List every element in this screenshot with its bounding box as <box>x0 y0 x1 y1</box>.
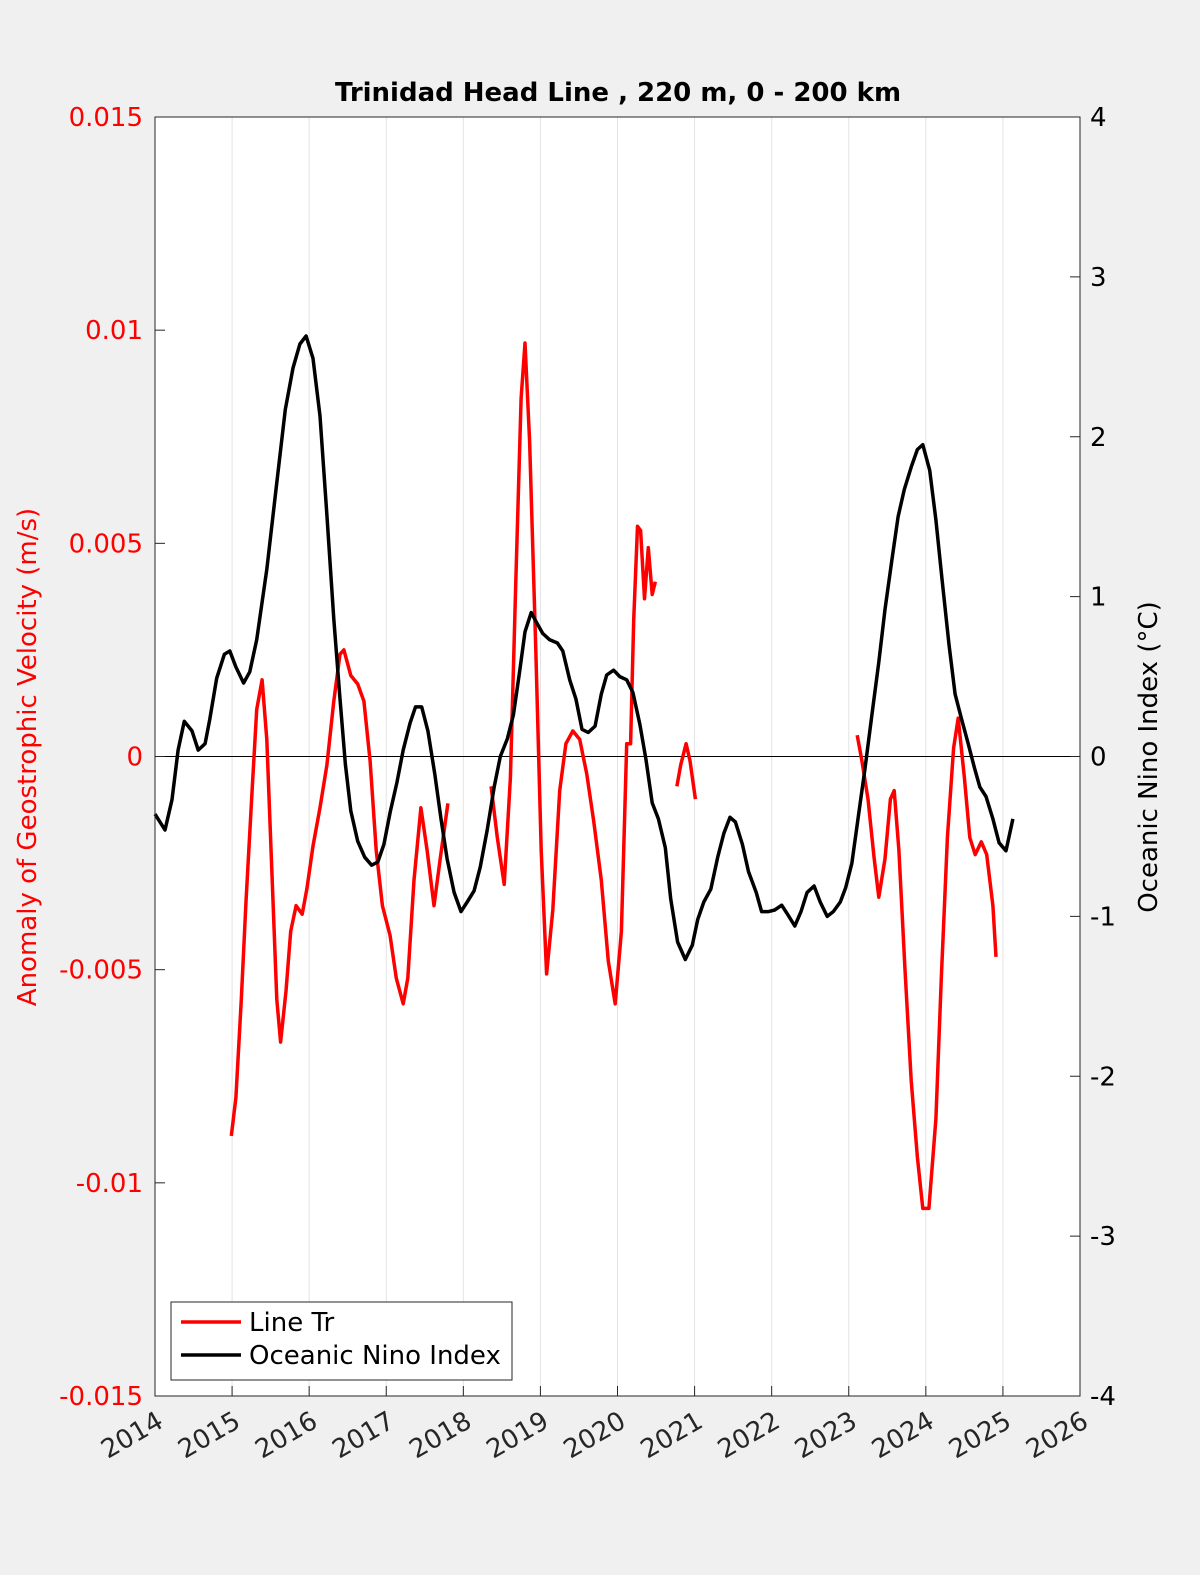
y2-tick-label: 3 <box>1090 263 1107 293</box>
x-tick-label: 2020 <box>559 1406 631 1465</box>
y2-axis-label: Oceanic Nino Index (°C) <box>1134 601 1164 913</box>
y2-tick-label: -3 <box>1090 1222 1116 1252</box>
legend-label: Oceanic Nino Index <box>249 1341 501 1371</box>
y-tick-label: 0 <box>126 743 143 773</box>
y2-tick-label: -1 <box>1090 902 1116 932</box>
grid <box>154 117 1081 1396</box>
x-tick-label: 2026 <box>1021 1406 1093 1465</box>
series-line <box>153 334 1015 962</box>
y2-tick-label: -2 <box>1090 1062 1116 1092</box>
y2-tick-label: 0 <box>1090 743 1107 773</box>
y-tick-label: 0.01 <box>85 316 143 346</box>
x-tick-label: 2019 <box>482 1406 554 1465</box>
x-tick-label: 2023 <box>790 1406 862 1465</box>
legend-box <box>170 1301 513 1381</box>
x-tick-label: 2025 <box>944 1406 1016 1465</box>
x-tick-label: 2018 <box>405 1406 477 1465</box>
y-tick-label: -0.01 <box>76 1169 143 1199</box>
x-tick-label: 2015 <box>173 1406 245 1465</box>
y2-tick-label: 1 <box>1090 583 1107 613</box>
chart-title: Trinidad Head Line , 220 m, 0 - 200 km <box>335 78 901 108</box>
y2-tick-label: -4 <box>1090 1382 1116 1412</box>
lines <box>153 334 1015 1211</box>
x-tick-label: 2022 <box>713 1406 785 1465</box>
x-tick-label: 2014 <box>96 1406 168 1465</box>
y-axis-label: Anomaly of Geostrophic Velocity (m/s) <box>13 508 43 1006</box>
y-tick-label: 0.015 <box>69 103 143 133</box>
x-tick-label: 2017 <box>327 1406 399 1465</box>
y2-tick-label: 4 <box>1090 103 1107 133</box>
y-tick-label: 0.005 <box>69 529 143 559</box>
x-tick-label: 2021 <box>636 1406 708 1465</box>
y2-tick-label: 2 <box>1090 423 1107 453</box>
series-line <box>229 341 998 1211</box>
y-tick-label: -0.005 <box>59 956 143 986</box>
x-tick-label: 2016 <box>250 1406 322 1465</box>
x-tick-label: 2024 <box>867 1406 939 1465</box>
y-tick-label: -0.015 <box>59 1382 143 1412</box>
legend-label: Line Tr <box>249 1308 335 1338</box>
